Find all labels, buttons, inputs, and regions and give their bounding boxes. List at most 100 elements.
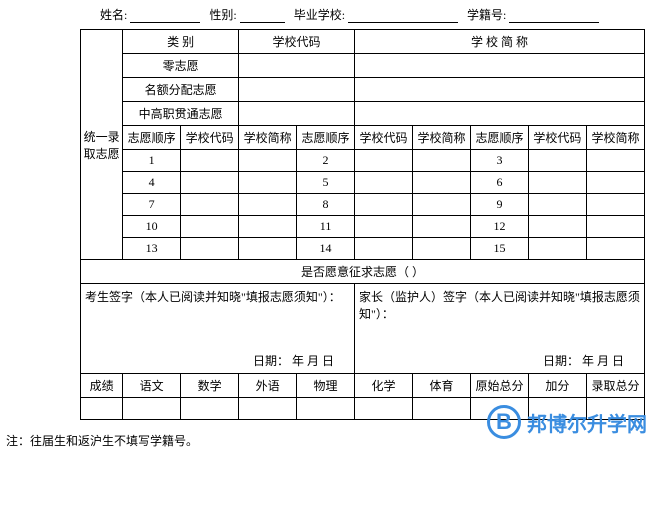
cell[interactable] xyxy=(239,238,297,260)
num: 8 xyxy=(297,194,355,216)
subj: 体育 xyxy=(413,374,471,398)
cell[interactable] xyxy=(586,172,644,194)
cell[interactable] xyxy=(181,194,239,216)
subj: 物理 xyxy=(297,374,355,398)
num: 1 xyxy=(123,150,181,172)
hdr-code3: 学校代码 xyxy=(528,126,586,150)
cell[interactable] xyxy=(355,54,645,78)
consent-row[interactable]: 是否愿意征求志愿（ ） xyxy=(81,260,645,284)
cell[interactable] xyxy=(586,194,644,216)
num: 3 xyxy=(470,150,528,172)
num: 5 xyxy=(297,172,355,194)
num: 13 xyxy=(123,238,181,260)
name-label: 姓名: xyxy=(100,6,127,23)
cell[interactable] xyxy=(413,172,471,194)
score-cell[interactable] xyxy=(239,398,297,420)
hdr-order1: 志愿顺序 xyxy=(123,126,181,150)
cell[interactable] xyxy=(355,102,645,126)
hdr-abbr2: 学校简称 xyxy=(413,126,471,150)
cell[interactable] xyxy=(181,216,239,238)
cat-zero: 零志愿 xyxy=(123,54,239,78)
cat-zhigao: 中高职贯通志愿 xyxy=(123,102,239,126)
hdr-abbr1: 学校简称 xyxy=(239,126,297,150)
parent-sig-text: 家长（监护人）签字（本人已阅读并知晓"填报志愿须知"）： xyxy=(359,288,640,322)
num: 6 xyxy=(470,172,528,194)
school-field[interactable] xyxy=(348,9,458,23)
scores-label: 成绩 xyxy=(81,374,123,398)
watermark-text: 邦博尔升学网 xyxy=(527,408,647,437)
side-label: 统一录取志愿 xyxy=(81,30,123,260)
score-cell[interactable] xyxy=(413,398,471,420)
student-sig-text: 考生签字（本人已阅读并知晓"填报志愿须知"）： xyxy=(85,288,350,305)
subj: 录取总分 xyxy=(586,374,644,398)
cell[interactable] xyxy=(355,238,413,260)
score-cell[interactable] xyxy=(81,398,123,420)
hdr-order2: 志愿顺序 xyxy=(297,126,355,150)
num: 2 xyxy=(297,150,355,172)
cell[interactable] xyxy=(528,172,586,194)
num: 14 xyxy=(297,238,355,260)
num: 11 xyxy=(297,216,355,238)
gender-field[interactable] xyxy=(240,9,285,23)
subj: 语文 xyxy=(123,374,181,398)
cell[interactable] xyxy=(528,216,586,238)
num: 7 xyxy=(123,194,181,216)
cell[interactable] xyxy=(239,172,297,194)
hdr-order3: 志愿顺序 xyxy=(470,126,528,150)
cell[interactable] xyxy=(355,172,413,194)
col-code: 学校代码 xyxy=(239,30,355,54)
cell[interactable] xyxy=(355,150,413,172)
id-label: 学籍号: xyxy=(467,6,506,23)
subj: 数学 xyxy=(181,374,239,398)
col-abbr: 学 校 简 称 xyxy=(355,30,645,54)
student-signature[interactable]: 考生签字（本人已阅读并知晓"填报志愿须知"）： 日期： 年 月 日 xyxy=(81,284,355,374)
cell[interactable] xyxy=(239,54,355,78)
score-cell[interactable] xyxy=(181,398,239,420)
num: 10 xyxy=(123,216,181,238)
parent-signature[interactable]: 家长（监护人）签字（本人已阅读并知晓"填报志愿须知"）： 日期： 年 月 日 xyxy=(355,284,645,374)
num: 15 xyxy=(470,238,528,260)
cell[interactable] xyxy=(413,238,471,260)
col-category: 类 别 xyxy=(123,30,239,54)
application-table: 统一录取志愿 类 别 学校代码 学 校 简 称 零志愿 名额分配志愿 中高职贯通… xyxy=(80,29,645,420)
cell[interactable] xyxy=(528,150,586,172)
student-date: 日期： 年 月 日 xyxy=(253,352,346,369)
id-field[interactable] xyxy=(509,9,599,23)
cell[interactable] xyxy=(586,150,644,172)
watermark-b-icon: B xyxy=(487,405,521,439)
score-cell[interactable] xyxy=(355,398,413,420)
cell[interactable] xyxy=(181,150,239,172)
cell[interactable] xyxy=(528,194,586,216)
cell[interactable] xyxy=(239,150,297,172)
cat-quota: 名额分配志愿 xyxy=(123,78,239,102)
num: 4 xyxy=(123,172,181,194)
num: 9 xyxy=(470,194,528,216)
header-info: 姓名: 性别: 毕业学校: 学籍号: xyxy=(0,0,657,29)
name-field[interactable] xyxy=(130,9,200,23)
cell[interactable] xyxy=(528,238,586,260)
score-cell[interactable] xyxy=(123,398,181,420)
cell[interactable] xyxy=(586,216,644,238)
hdr-code2: 学校代码 xyxy=(355,126,413,150)
watermark-logo: B 邦博尔升学网 xyxy=(487,405,647,439)
cell[interactable] xyxy=(586,238,644,260)
score-cell[interactable] xyxy=(297,398,355,420)
cell[interactable] xyxy=(355,194,413,216)
num: 12 xyxy=(470,216,528,238)
cell[interactable] xyxy=(239,194,297,216)
cell[interactable] xyxy=(181,238,239,260)
cell[interactable] xyxy=(413,150,471,172)
cell[interactable] xyxy=(239,78,355,102)
subj: 加分 xyxy=(528,374,586,398)
cell[interactable] xyxy=(413,194,471,216)
cell[interactable] xyxy=(181,172,239,194)
cell[interactable] xyxy=(355,216,413,238)
cell[interactable] xyxy=(239,216,297,238)
hdr-code1: 学校代码 xyxy=(181,126,239,150)
cell[interactable] xyxy=(239,102,355,126)
gender-label: 性别: xyxy=(209,6,236,23)
cell[interactable] xyxy=(413,216,471,238)
subj: 外语 xyxy=(239,374,297,398)
hdr-abbr3: 学校简称 xyxy=(586,126,644,150)
cell[interactable] xyxy=(355,78,645,102)
